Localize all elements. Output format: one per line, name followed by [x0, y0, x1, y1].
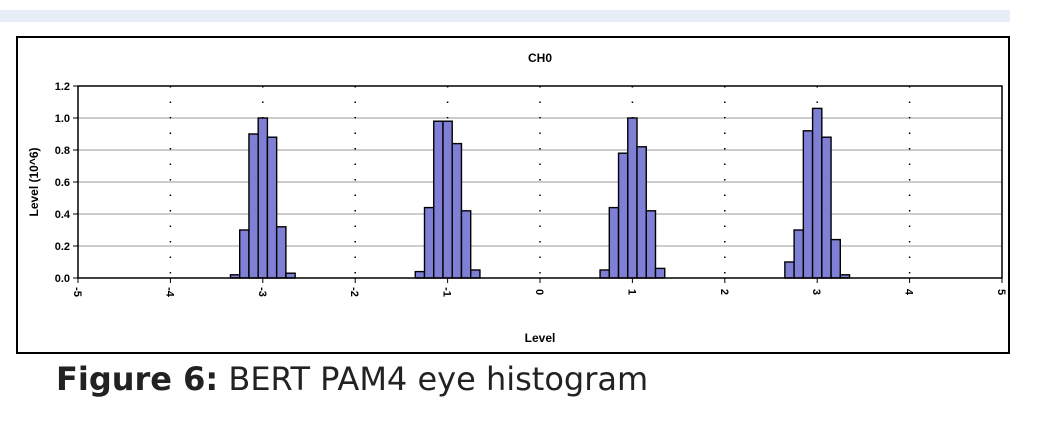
histogram-bar: [654, 267, 666, 279]
y-axis-label: Level (10^6): [27, 147, 41, 216]
y-tick-label: 0.4: [55, 209, 71, 221]
x-axis-label: Level: [525, 331, 556, 345]
chart-frame: 0.0 0.2 0.4 0.6 0.8 1.0 1.2 -5 -4 -3 -2 -1 0 1 2 3 4 5 CH0…: [16, 36, 1010, 354]
histogram-bar: [811, 107, 823, 279]
caption-label: Figure 6:: [56, 360, 219, 398]
histogram-bar: [617, 152, 629, 279]
x-tick-label: -3: [256, 287, 268, 297]
histogram-bar: [460, 210, 472, 279]
histogram-bar: [645, 210, 657, 279]
y-tick-label: 1.0: [55, 113, 70, 125]
histogram-bar: [830, 238, 841, 279]
top-band: [0, 0, 1052, 22]
histogram-bar: [451, 142, 463, 279]
x-tick-label: 0: [533, 289, 545, 295]
x-tick-label: 2: [718, 289, 730, 295]
histogram-bar: [636, 146, 647, 279]
histogram-bar: [442, 120, 453, 279]
histogram-bar: [238, 229, 250, 279]
x-tick-label: 5: [995, 289, 1007, 295]
top-strip: [0, 10, 1010, 22]
histogram-bar: [423, 206, 435, 279]
x-tick-label: -5: [71, 287, 83, 297]
histogram-bar: [275, 226, 287, 279]
caption-text: BERT PAM4 eye histogram: [218, 360, 649, 398]
x-tick-label: -1: [441, 287, 453, 297]
histogram-bar: [802, 130, 814, 279]
histogram-chart: 0.0 0.2 0.4 0.6 0.8 1.0 1.2 -5 -4 -3 -2 -1 0 1 2 3 4 5 CH0…: [27, 51, 1007, 345]
x-tick-label: 3: [810, 289, 822, 295]
y-tick-label: 0.8: [55, 145, 70, 157]
x-tick-label: 1: [625, 289, 637, 295]
histogram-bar: [248, 133, 259, 279]
plot-area: 0.0 0.2 0.4 0.6 0.8 1.0 1.2 -5 -4 -3 -2 -1 0 1 2 3 4 5 CH0…: [27, 51, 1007, 345]
histogram-bar: [627, 117, 638, 279]
histogram-bar: [414, 270, 426, 279]
histogram-bar: [433, 120, 444, 279]
histogram-bar: [821, 136, 832, 279]
histogram-bar: [784, 261, 795, 279]
figure-caption: Figure 6: BERT PAM4 eye histogram: [56, 360, 648, 398]
histogram-bar: [793, 229, 805, 279]
x-tick-label: -2: [348, 287, 360, 297]
y-tick-label: 1.2: [55, 81, 70, 93]
histogram-bar: [608, 206, 620, 279]
histogram-bar: [257, 117, 269, 279]
y-tick-label: 0.0: [55, 273, 70, 285]
chart-title: CH0: [528, 51, 552, 65]
histogram-bar: [470, 269, 481, 279]
histogram-bar: [266, 136, 278, 279]
y-tick-label: 0.6: [55, 177, 70, 189]
y-tick-label: 0.2: [55, 241, 70, 253]
histogram-bar: [599, 269, 610, 279]
x-tick-label: 4: [903, 289, 915, 296]
x-tick-label: -4: [163, 287, 175, 298]
